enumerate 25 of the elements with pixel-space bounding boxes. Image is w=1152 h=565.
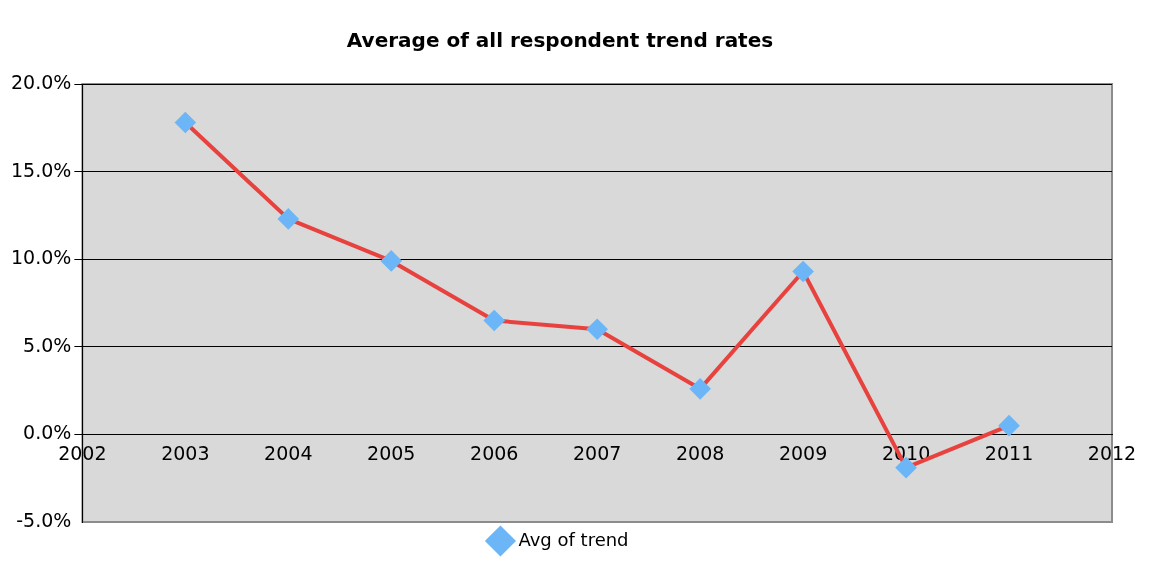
point — [587, 319, 608, 340]
x-tick-label: 2009 — [778, 441, 828, 464]
y-tick-label: 20.0% — [11, 70, 72, 93]
point — [484, 310, 505, 331]
point — [999, 415, 1020, 436]
x-tick-label: 2003 — [161, 441, 210, 464]
x-tick-label: 2005 — [367, 441, 416, 464]
y-tick-label: 15.0% — [11, 158, 72, 181]
chart-title: Average of all respondent trend rates — [346, 28, 774, 53]
point — [793, 261, 814, 282]
x-tick-label: 2007 — [573, 441, 622, 464]
y-tick-label: -5.0% — [16, 508, 72, 531]
x-tick-label: 2011 — [984, 441, 1034, 464]
x-tick-label: 2006 — [470, 441, 519, 464]
point — [175, 112, 196, 133]
point — [381, 250, 402, 271]
point — [278, 208, 299, 229]
x-tick-label: 2012 — [1087, 441, 1137, 464]
x-tick-label: 2008 — [675, 441, 725, 464]
legend-label: Avg of trend — [518, 528, 629, 550]
point — [690, 378, 711, 399]
y-tick-label: 10.0% — [11, 246, 72, 269]
y-tick-label: 0.0% — [23, 421, 72, 444]
x-tick-label: 2004 — [264, 441, 313, 464]
y-tick-label: 5.0% — [23, 333, 72, 356]
